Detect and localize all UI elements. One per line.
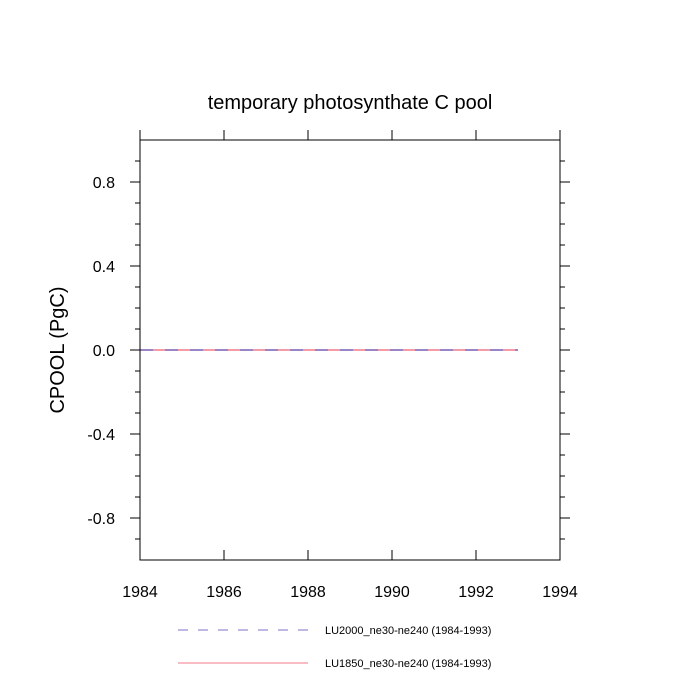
y-tick-label: -0.4 — [87, 427, 115, 444]
y-axis-label: CPOOL (PgC) — [47, 286, 69, 413]
y-tick-label: 0.0 — [93, 343, 115, 360]
y-tick-label: -0.8 — [87, 511, 115, 528]
y-tick-label: 0.8 — [93, 175, 115, 192]
x-tick-label: 1984 — [122, 584, 158, 601]
x-tick-label: 1988 — [290, 584, 326, 601]
chart-title: temporary photosynthate C pool — [208, 92, 493, 114]
x-tick-label: 1992 — [458, 584, 494, 601]
x-tick-label: 1994 — [542, 584, 578, 601]
x-tick-label: 1986 — [206, 584, 242, 601]
axis-ticks: 1984 1986 1988 1990 1992 1994 -0.8 -0.4 0.0 0.4 0.… — [87, 130, 578, 601]
legend: LU2000_ne30-ne240 (1984-1993) LU1850_ne30… — [178, 625, 491, 670]
x-tick-label: 1990 — [374, 584, 410, 601]
plot-frame — [139, 139, 561, 561]
legend-label-1: LU1850_ne30-ne240 (1984-1993) — [325, 658, 491, 670]
legend-label-0: LU2000_ne30-ne240 (1984-1993) — [325, 625, 491, 637]
y-tick-label: 0.4 — [93, 259, 115, 276]
